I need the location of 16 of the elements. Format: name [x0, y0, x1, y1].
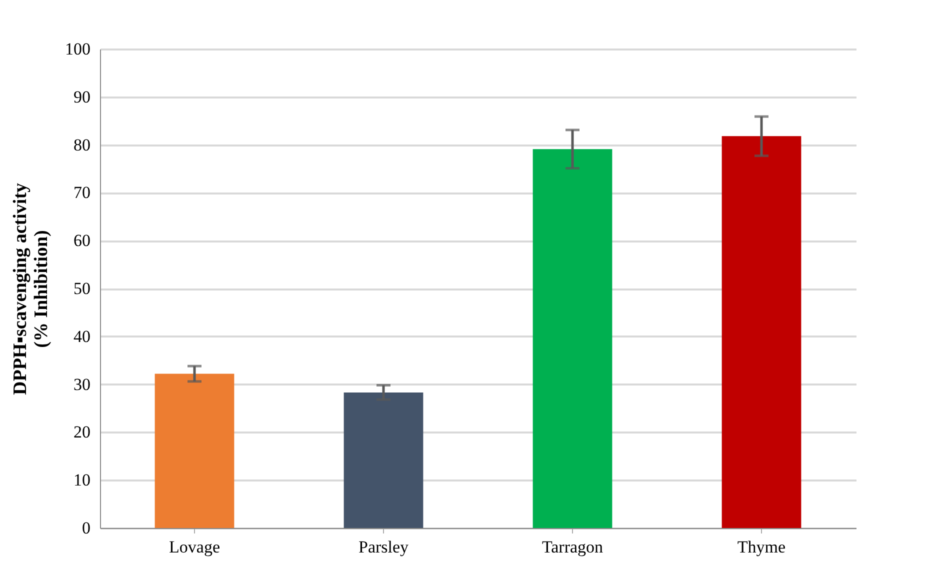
y-tick-label: 10	[74, 470, 90, 490]
y-tick-label: 0	[82, 518, 90, 538]
y-tick-label: 30	[74, 374, 90, 394]
y-tick-label: 60	[74, 231, 90, 250]
y-tick-label: 50	[74, 279, 90, 298]
x-tick-label: Lovage	[169, 538, 220, 556]
y-axis-title: DPPH▪scavenging activity (% Inhibition)	[10, 182, 52, 396]
y-tick-label: 80	[74, 135, 90, 154]
y-tick-label: 90	[74, 87, 90, 106]
y-tick-label: 100	[65, 40, 90, 58]
x-tick-label: Thyme	[737, 538, 786, 556]
y-tick-label: 20	[74, 422, 90, 442]
x-tick-label: Tarragon	[542, 538, 604, 556]
y-tick-label: 40	[74, 326, 90, 346]
x-tick-label: Parsley	[358, 538, 410, 556]
y-tick-label: 70	[74, 183, 90, 202]
